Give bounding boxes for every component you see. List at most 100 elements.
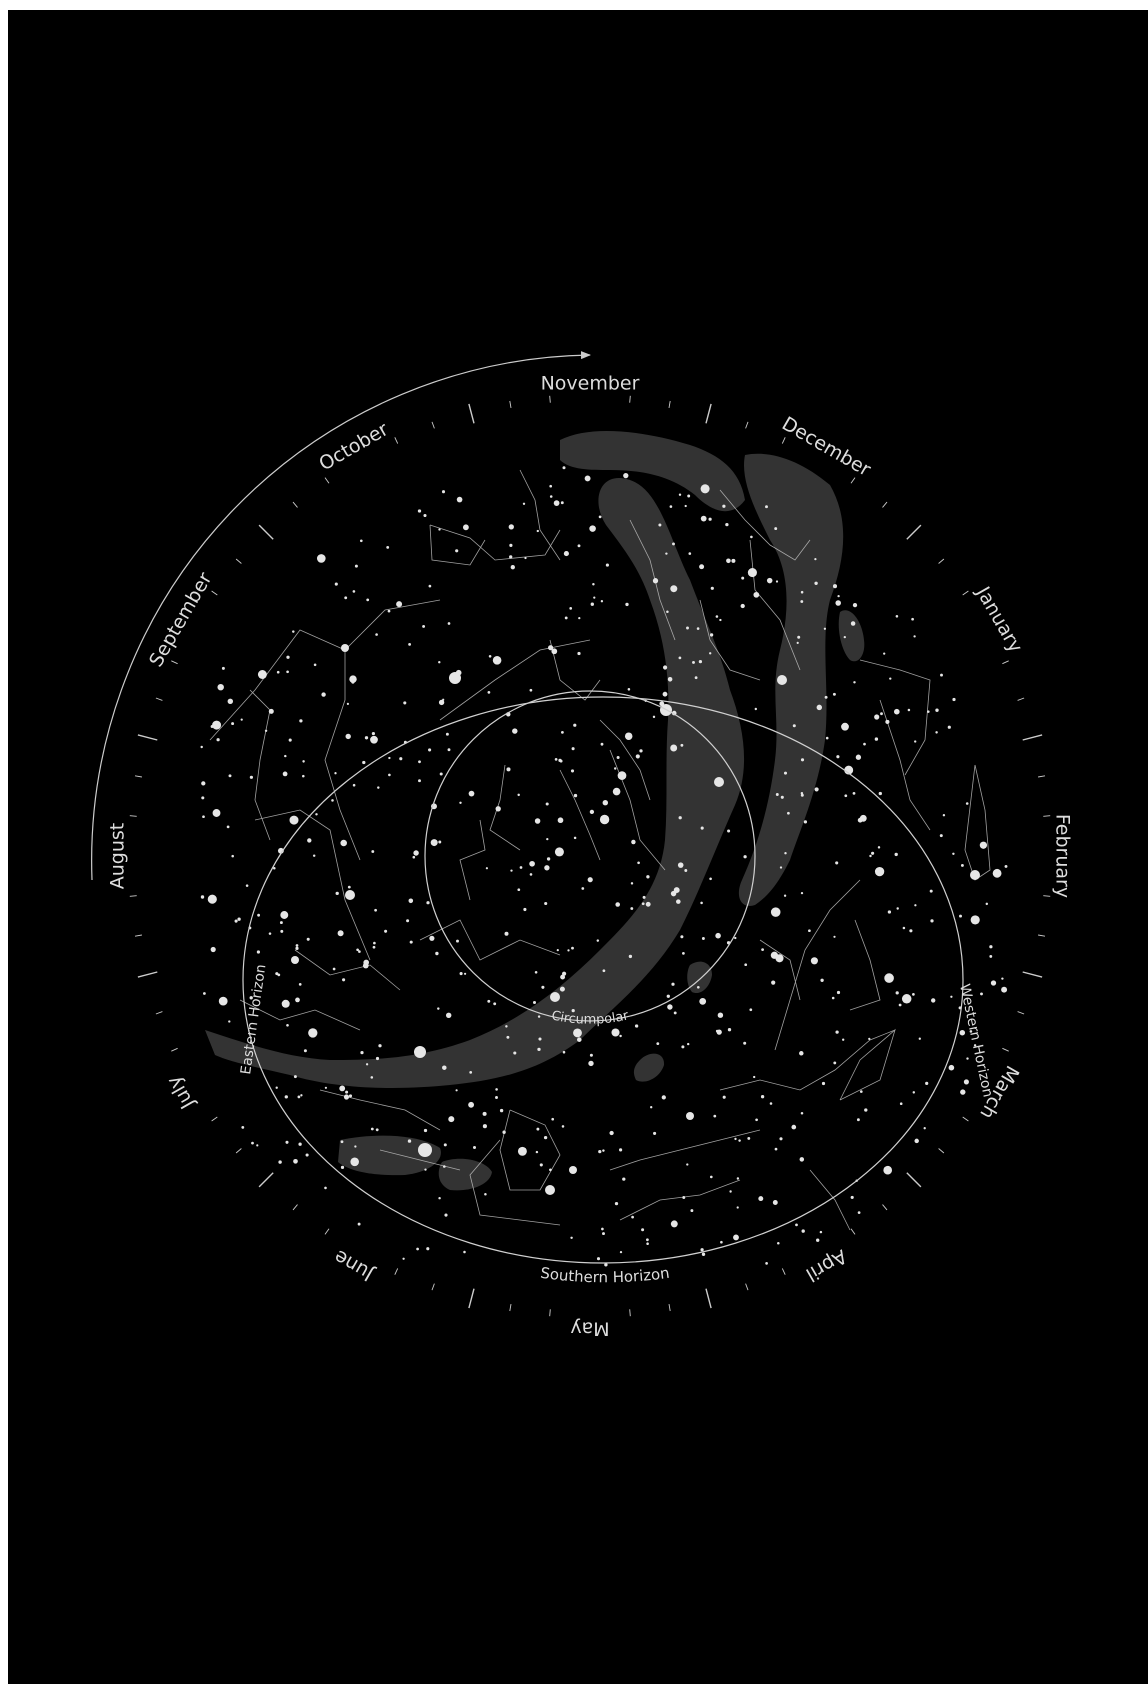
star: [726, 558, 731, 564]
star: [201, 796, 205, 800]
star: [772, 1200, 778, 1205]
star: [544, 865, 550, 871]
star: [601, 1227, 604, 1231]
star: [297, 1095, 301, 1099]
star: [517, 793, 520, 797]
star: [895, 615, 899, 618]
star: [541, 985, 545, 989]
star: [698, 659, 703, 664]
star: [912, 1091, 916, 1094]
star: [293, 1158, 298, 1164]
star: [642, 895, 646, 899]
star: [700, 1248, 704, 1252]
star: [551, 1117, 555, 1121]
star: [418, 760, 421, 764]
star: [970, 915, 980, 925]
star: [598, 515, 602, 519]
month-label-july: July: [163, 1072, 200, 1113]
tick-mark: [211, 1116, 218, 1122]
star: [303, 1049, 307, 1053]
milky-way-main-band: [205, 478, 745, 1088]
star: [635, 754, 640, 759]
star: [295, 946, 299, 950]
star: [346, 702, 349, 706]
star: [288, 738, 292, 742]
star: [495, 1096, 498, 1099]
star: [561, 731, 564, 734]
star: [753, 591, 760, 598]
star: [306, 937, 310, 941]
star: [1004, 864, 1008, 868]
star: [462, 524, 469, 531]
star: [935, 708, 939, 712]
star: [656, 1042, 660, 1045]
star: [800, 600, 804, 603]
star: [796, 641, 799, 645]
star: [992, 868, 1002, 878]
star: [821, 1081, 826, 1086]
month-label-april: April: [802, 1245, 851, 1286]
star: [203, 992, 206, 995]
star: [738, 1139, 741, 1142]
star: [741, 576, 745, 580]
tick-mark: [394, 437, 399, 444]
star: [729, 1190, 732, 1193]
month-label-august: August: [107, 823, 129, 890]
star: [570, 1236, 573, 1240]
star: [286, 670, 289, 674]
star: [800, 1111, 804, 1115]
star: [894, 852, 898, 857]
star: [468, 790, 475, 797]
star: [911, 617, 914, 621]
western-horizon-label: Western Horizon: [956, 983, 996, 1099]
star: [701, 937, 705, 940]
star: [850, 1195, 854, 1199]
star: [445, 732, 449, 736]
month-ticks: [129, 395, 1051, 1317]
star: [663, 665, 668, 670]
star: [285, 1140, 289, 1144]
star: [351, 680, 355, 684]
star: [299, 719, 303, 723]
star: [731, 558, 736, 563]
star: [709, 633, 714, 637]
star: [859, 814, 867, 822]
star: [240, 718, 243, 721]
star: [631, 839, 636, 845]
star: [653, 1131, 657, 1135]
star: [623, 472, 629, 479]
star: [856, 1118, 860, 1122]
star: [722, 1095, 726, 1099]
month-label-october: October: [315, 418, 392, 475]
star: [509, 555, 513, 559]
star: [734, 936, 737, 940]
star: [502, 1130, 506, 1134]
star: [207, 894, 217, 904]
star: [256, 950, 260, 954]
star: [564, 616, 568, 620]
star: [734, 1137, 737, 1141]
star: [513, 1051, 517, 1055]
sky-background: [8, 10, 1148, 1684]
star: [973, 1044, 977, 1047]
star: [264, 729, 268, 732]
star: [684, 504, 687, 508]
star: [364, 736, 369, 740]
star: [362, 760, 366, 765]
month-label-february: February: [1052, 814, 1074, 898]
star: [777, 1241, 780, 1245]
star: [408, 898, 414, 904]
star: [833, 1061, 837, 1065]
star: [335, 891, 339, 896]
milky-way-patch-2: [338, 1135, 441, 1176]
star: [844, 794, 848, 798]
star: [537, 1015, 541, 1018]
star: [617, 771, 627, 780]
star: [407, 1139, 412, 1143]
star: [874, 714, 880, 720]
star: [747, 1136, 751, 1140]
star: [985, 902, 989, 906]
star: [771, 980, 776, 985]
star: [562, 971, 567, 976]
star: [989, 945, 993, 949]
